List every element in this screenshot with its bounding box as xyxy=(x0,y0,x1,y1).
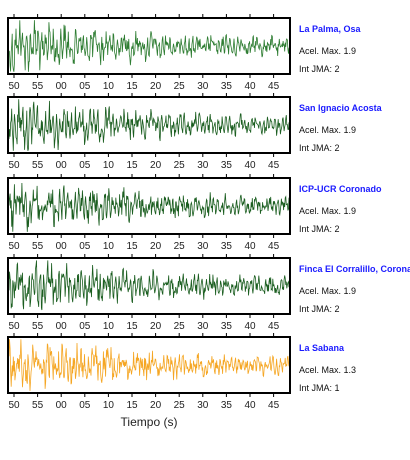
panel-3: 50 55 00 05 10 15 20 25 30 35 40 45 xyxy=(7,254,291,332)
x-tick-label: 30 xyxy=(197,81,209,92)
x-tick-label: 00 xyxy=(56,81,68,92)
x-tick-label: 50 xyxy=(8,81,20,92)
jma-intensity-label: Int JMA: 1 xyxy=(299,383,340,393)
station-name: La Sabana xyxy=(299,343,345,353)
x-tick-label: 15 xyxy=(126,321,138,332)
x-tick-label: 00 xyxy=(56,321,68,332)
x-tick-label: 05 xyxy=(79,321,91,332)
x-tick-label: 30 xyxy=(197,241,209,252)
x-tick-label: 30 xyxy=(197,321,209,332)
x-tick-label: 45 xyxy=(268,400,280,411)
x-tick-label: 15 xyxy=(126,81,138,92)
x-tick-label: 55 xyxy=(32,241,44,252)
panel-0: 50 55 00 05 10 15 20 25 30 35 40 45 xyxy=(7,14,291,92)
panel-frame-1 xyxy=(7,96,291,154)
x-tick-label: 35 xyxy=(221,321,233,332)
x-tick-label: 40 xyxy=(244,321,256,332)
x-tick-label: 20 xyxy=(150,321,162,332)
x-tick-label: 55 xyxy=(32,400,44,411)
x-tick-label: 10 xyxy=(103,160,115,171)
panel-frame-2 xyxy=(7,177,291,235)
x-tick-label: 40 xyxy=(244,241,256,252)
x-tick-label: 25 xyxy=(174,160,186,171)
x-tick-label: 55 xyxy=(32,160,44,171)
jma-intensity-label: Int JMA: 2 xyxy=(299,304,340,314)
x-tick-label: 05 xyxy=(79,81,91,92)
x-tick-label: 40 xyxy=(244,81,256,92)
x-tick-label: 05 xyxy=(79,160,91,171)
x-tick-label: 55 xyxy=(32,81,44,92)
x-tick-label: 45 xyxy=(268,241,280,252)
acel-max-label: Acel. Max. 1.9 xyxy=(299,286,357,296)
x-tick-label: 45 xyxy=(268,81,280,92)
station-name: Finca El Corralillo, Coronado xyxy=(299,264,410,274)
waveform-trace-0 xyxy=(8,20,290,72)
x-tick-label: 20 xyxy=(150,400,162,411)
x-tick-label: 35 xyxy=(221,160,233,171)
x-tick-label: 40 xyxy=(244,160,256,171)
x-tick-label: 15 xyxy=(126,400,138,411)
x-tick-label: 15 xyxy=(126,241,138,252)
x-tick-label: 10 xyxy=(103,81,115,92)
x-tick-label: 35 xyxy=(221,400,233,411)
acel-max-label: Acel. Max. 1.9 xyxy=(299,46,357,56)
x-tick-label: 00 xyxy=(56,241,68,252)
acel-max-label: Acel. Max. 1.9 xyxy=(299,125,357,135)
x-axis-label: Tiempo (s) xyxy=(121,415,178,429)
jma-intensity-label: Int JMA: 2 xyxy=(299,224,340,234)
x-tick-label: 10 xyxy=(103,400,115,411)
x-tick-label: 25 xyxy=(174,400,186,411)
x-tick-label: 40 xyxy=(244,400,256,411)
x-tick-label: 45 xyxy=(268,160,280,171)
x-tick-label: 50 xyxy=(8,321,20,332)
x-tick-label: 25 xyxy=(174,321,186,332)
x-tick-label: 10 xyxy=(103,241,115,252)
x-tick-label: 30 xyxy=(197,160,209,171)
x-tick-label: 45 xyxy=(268,321,280,332)
station-name: La Palma, Osa xyxy=(299,24,361,34)
panel-4: 50 55 00 05 10 15 20 25 30 35 40 45 xyxy=(7,333,291,411)
x-tick-label: 10 xyxy=(103,321,115,332)
x-tick-label: 05 xyxy=(79,400,91,411)
x-tick-label: 20 xyxy=(150,241,162,252)
x-tick-label: 00 xyxy=(56,400,68,411)
x-tick-label: 30 xyxy=(197,400,209,411)
x-tick-label: 05 xyxy=(79,241,91,252)
panel-1: 50 55 00 05 10 15 20 25 30 35 40 45 xyxy=(7,93,291,171)
panel-2: 50 55 00 05 10 15 20 25 30 35 40 45 xyxy=(7,174,291,252)
jma-intensity-label: Int JMA: 2 xyxy=(299,143,340,153)
waveform-trace-3 xyxy=(8,260,290,311)
panel-frame-4 xyxy=(7,336,291,394)
waveform-trace-4 xyxy=(8,339,290,391)
station-name: San Ignacio Acosta xyxy=(299,103,382,113)
jma-intensity-label: Int JMA: 2 xyxy=(299,64,340,74)
x-tick-label: 55 xyxy=(32,321,44,332)
x-tick-label: 00 xyxy=(56,160,68,171)
station-name: ICP-UCR Coronado xyxy=(299,184,382,194)
x-tick-label: 50 xyxy=(8,241,20,252)
x-tick-label: 25 xyxy=(174,81,186,92)
acel-max-label: Acel. Max. 1.9 xyxy=(299,206,357,216)
waveform-trace-1 xyxy=(8,99,290,151)
panel-frame-0 xyxy=(7,17,291,75)
x-tick-label: 35 xyxy=(221,81,233,92)
x-tick-label: 50 xyxy=(8,400,20,411)
panel-frame-3 xyxy=(7,257,291,315)
waveform-trace-2 xyxy=(8,182,290,232)
x-tick-label: 20 xyxy=(150,81,162,92)
x-tick-label: 25 xyxy=(174,241,186,252)
x-tick-label: 35 xyxy=(221,241,233,252)
acel-max-label: Acel. Max. 1.3 xyxy=(299,365,357,375)
x-tick-label: 50 xyxy=(8,160,20,171)
x-tick-label: 15 xyxy=(126,160,138,171)
x-tick-label: 20 xyxy=(150,160,162,171)
